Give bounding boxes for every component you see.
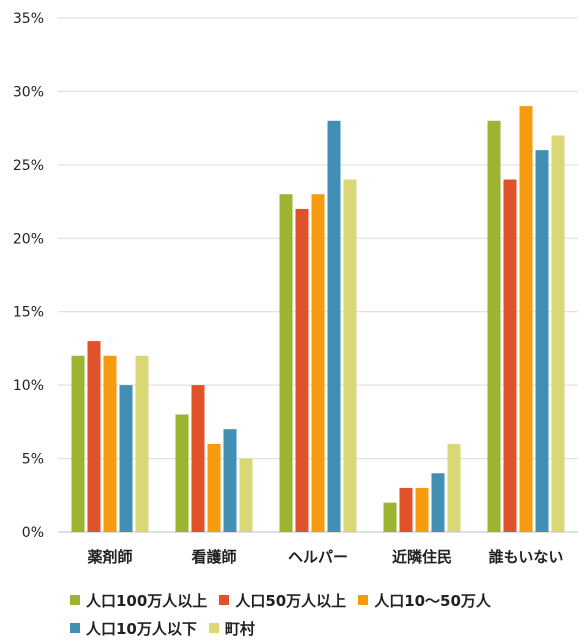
x-tick-label: 誰もいない [489,548,564,566]
legend-item-pop-under-100k: 人口10万人以下 [70,618,197,639]
legend-item-towns: 町村 [208,618,255,639]
legend: 人口100万人以上 人口50万人以上 人口10〜50万人 人口10万人以下 町村 [70,586,580,642]
bar [223,429,237,532]
bar [311,194,325,532]
bar [207,443,221,532]
bar [415,487,429,532]
bar [239,458,253,532]
y-tick-label: 5% [22,452,44,468]
bar [103,355,117,532]
bar [447,443,461,532]
bar [71,355,85,532]
bar [383,502,397,532]
x-tick-label: 近隣住民 [392,548,452,566]
x-tick-label: 看護師 [191,548,236,566]
legend-swatch [208,623,219,633]
bar [327,120,341,533]
x-tick-label: ヘルパー [288,548,348,566]
bar [551,135,565,532]
y-tick-label: 0% [22,525,44,541]
bar [487,120,501,533]
bar [175,414,189,532]
bar [535,150,549,532]
legend-item-pop-500k-plus: 人口50万人以上 [219,590,346,611]
legend-item-pop-1m-plus: 人口100万人以上 [70,590,207,611]
y-tick-label: 20% [13,231,44,247]
legend-row-2: 人口10万人以下 町村 [70,614,580,642]
bar [503,179,517,533]
y-tick-label: 35% [13,11,44,27]
y-tick-label: 25% [13,158,44,174]
legend-label: 人口10〜50万人 [374,591,491,610]
bar [343,179,357,533]
bar [119,385,133,532]
bar [135,355,149,532]
legend-swatch [70,595,80,605]
legend-label: 人口10万人以下 [86,619,197,638]
legend-label: 人口50万人以上 [235,591,347,610]
bar [431,473,445,532]
legend-label: 人口100万人以上 [86,591,208,610]
x-tick-label: 薬剤師 [86,548,132,566]
legend-label: 町村 [224,619,255,638]
bar [87,341,101,532]
y-tick-label: 10% [13,378,44,394]
y-tick-label: 30% [13,84,44,100]
bar [399,487,413,532]
bar [519,106,533,532]
legend-row-1: 人口100万人以上 人口50万人以上 人口10〜50万人 [70,586,580,614]
bar-chart: 0% 5% 10% 15% 20% 25% 30% 35% 薬剤師 看護師 ヘルパー 近隣住民 誰もいな… [13,11,578,566]
legend-swatch [358,595,369,605]
bar [279,194,293,532]
bar [295,208,309,532]
y-tick-label: 15% [13,305,44,321]
legend-swatch [219,595,230,605]
legend-swatch [70,623,80,633]
legend-item-pop-100k-500k: 人口10〜50万人 [358,590,491,611]
bar [191,385,205,532]
